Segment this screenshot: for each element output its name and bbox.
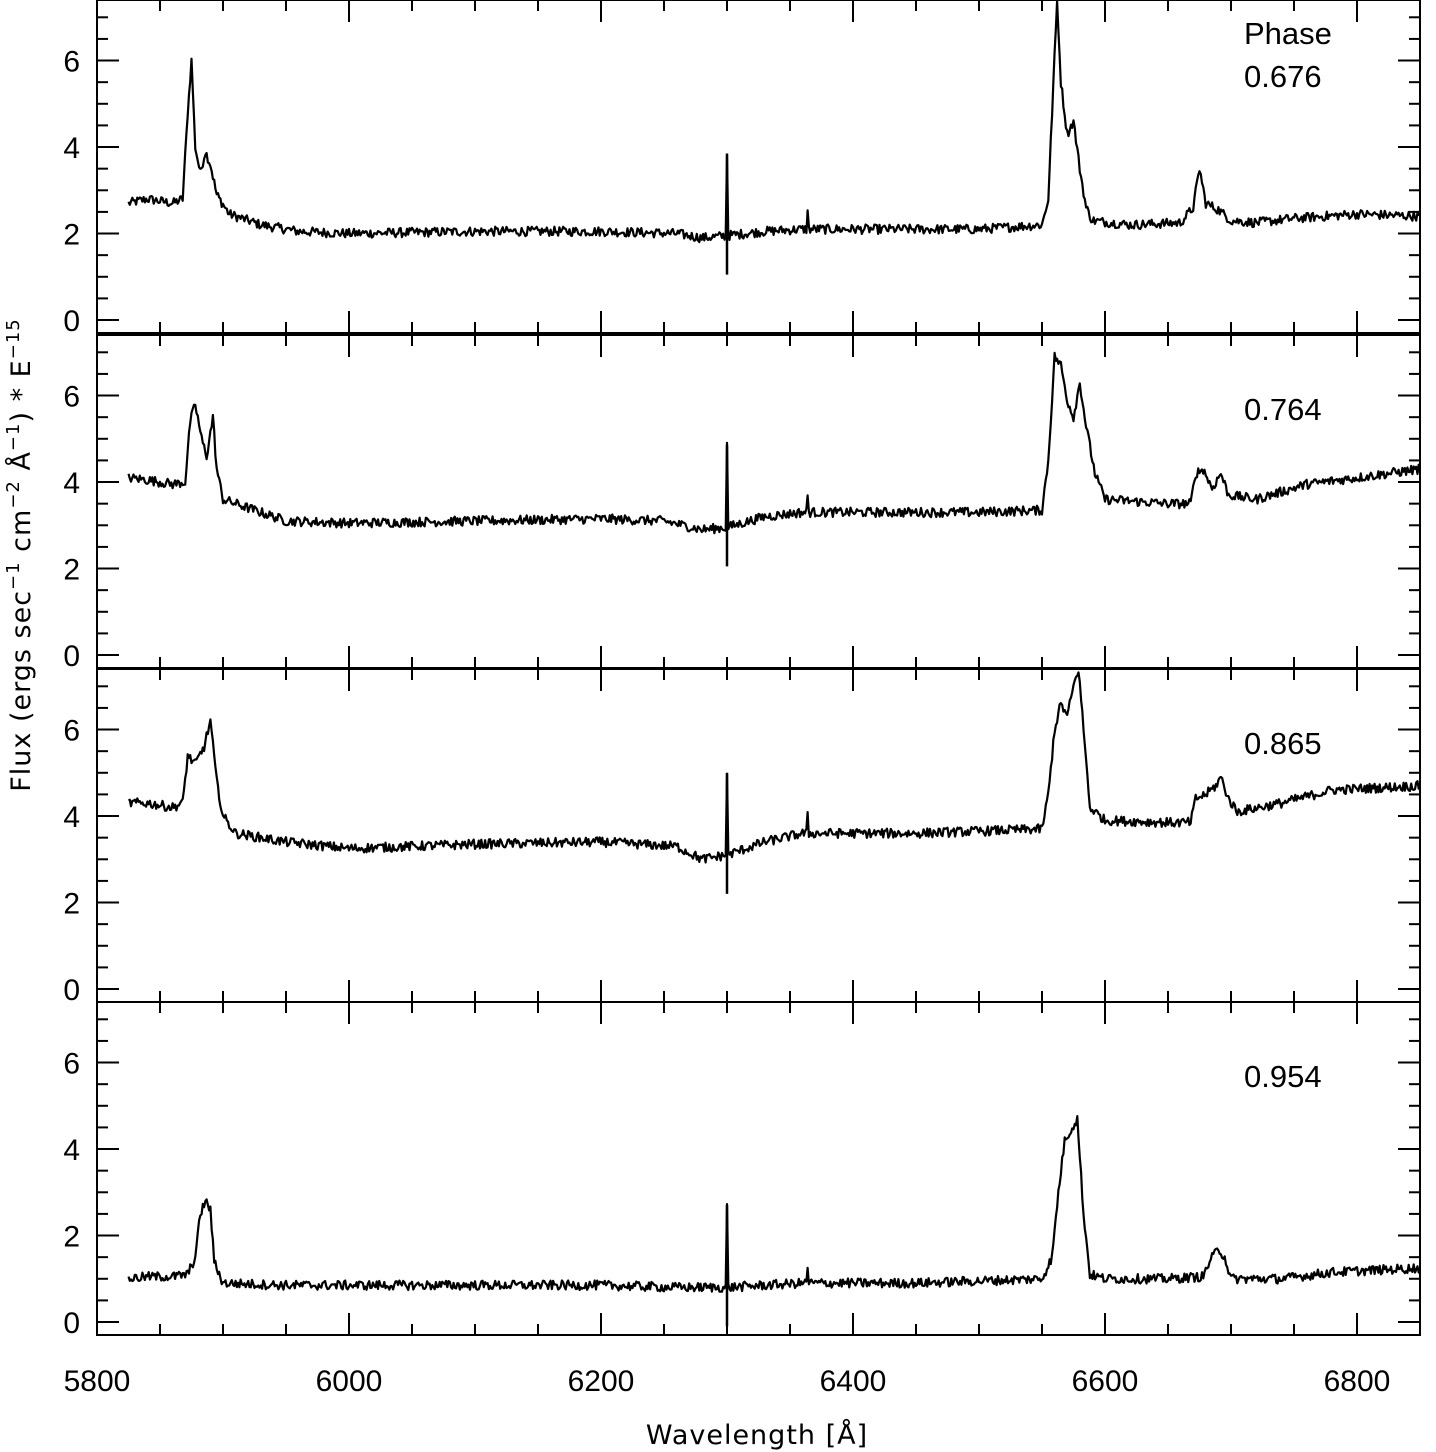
phase-label: 0.954 [1244, 1059, 1322, 1094]
panel-4: 0 2 4 6 0.954 [63, 1001, 1422, 1340]
x-tick-label: 5800 [64, 1365, 131, 1398]
spectrum-line [127, 0, 1421, 244]
spectrum-line [127, 351, 1421, 535]
y-tick-label: 0 [63, 974, 80, 1007]
panels-group: 0 2 4 6 Phase 0.676 0 2 4 6 0.764 0 2 4 6 0.865 0 2 4 6 0.95… [63, 0, 1422, 1340]
x-tick-label: 6800 [1324, 1365, 1391, 1398]
x-tick-label: 6000 [316, 1365, 383, 1398]
y-tick-label: 4 [63, 1134, 80, 1167]
y-tick-label: 2 [63, 219, 80, 252]
y-tick-label: 2 [63, 1221, 80, 1254]
phase-label: 0.764 [1244, 392, 1322, 427]
y-tick-label: 2 [63, 554, 80, 587]
panel-1: 0 2 4 6 Phase 0.676 [63, 0, 1421, 338]
x-tick-label: 6400 [820, 1365, 887, 1398]
phase-label: 0.676 [1244, 59, 1322, 94]
panel-frame [96, 334, 1421, 669]
panel-frame [96, 0, 1421, 334]
y-tick-label: 0 [63, 640, 80, 673]
y-tick-label: 6 [63, 1048, 80, 1081]
x-tick-labels: 5800 6000 6200 6400 6600 6800 [64, 1365, 1391, 1398]
spectrum-line [127, 1115, 1422, 1293]
x-tick-label: 6200 [568, 1365, 635, 1398]
y-tick-label: 4 [63, 801, 80, 834]
y-axis-title: Flux (ergs sec−1 cm−2 Å−1) * E−15 [3, 318, 37, 792]
y-tick-label: 6 [63, 46, 80, 79]
y-tick-label: 6 [63, 381, 80, 414]
y-tick-label: 0 [63, 305, 80, 338]
y-tick-label: 4 [63, 132, 80, 165]
spectrum-line [127, 671, 1421, 864]
panel-2: 0 2 4 6 0.764 [63, 334, 1421, 673]
y-tick-label: 0 [63, 1307, 80, 1340]
y-tick-label: 6 [63, 715, 80, 748]
y-tick-label: 2 [63, 888, 80, 921]
x-tick-label: 6600 [1072, 1365, 1139, 1398]
panel-frame [96, 1001, 1421, 1336]
phase-label: 0.865 [1244, 726, 1322, 761]
panel-3: 0 2 4 6 0.865 [63, 668, 1421, 1007]
phase-header: Phase [1244, 16, 1332, 51]
panel-frame [96, 668, 1421, 1003]
x-axis-title: Wavelength [Å] [646, 1419, 868, 1451]
y-tick-label: 4 [63, 467, 80, 500]
